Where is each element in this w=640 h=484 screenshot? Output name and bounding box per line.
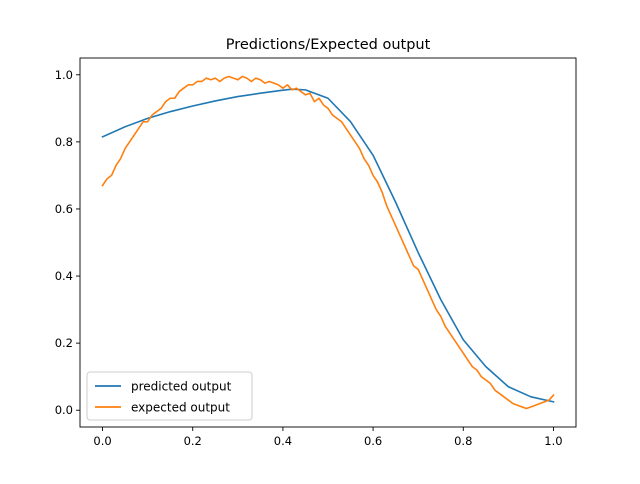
y-tick-label: 0.2 xyxy=(55,336,73,350)
series-layer xyxy=(101,75,555,410)
x-tick-label: 1.0 xyxy=(544,434,562,448)
y-tick-label: 0.6 xyxy=(55,202,73,216)
series-line-expected-output xyxy=(101,75,555,410)
y-tick-label: 0.8 xyxy=(55,135,73,149)
legend-label: predicted output xyxy=(131,380,232,394)
x-tick-label: 0.6 xyxy=(364,434,382,448)
plot-area-frame xyxy=(79,57,577,428)
chart-legend: predicted output expected output xyxy=(86,371,253,421)
legend-label: expected output xyxy=(131,401,230,415)
x-tick-label: 0.8 xyxy=(454,434,472,448)
y-tick-label: 0.0 xyxy=(55,403,73,417)
x-tick-label: 0.0 xyxy=(93,434,111,448)
y-tick-label: 0.4 xyxy=(55,269,73,283)
x-tick-label: 0.4 xyxy=(274,434,292,448)
axes-layer: 0.0 0.2 0.4 0.6 0.8 1.0 0.0 0.2 0.4 0.6 0.8 1.0 xyxy=(55,57,577,448)
x-tick-label: 0.2 xyxy=(184,434,202,448)
y-tick-label: 1.0 xyxy=(55,68,73,82)
series-line-predicted-output xyxy=(101,88,555,403)
legend-box xyxy=(86,371,253,421)
chart-title: Predictions/Expected output xyxy=(226,37,431,53)
